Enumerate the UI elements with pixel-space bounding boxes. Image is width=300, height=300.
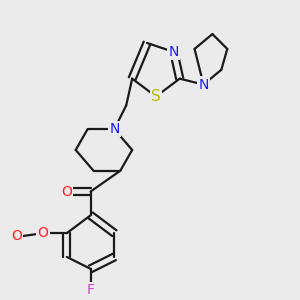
Text: N: N bbox=[169, 45, 179, 59]
Text: O: O bbox=[61, 184, 72, 199]
Text: N: N bbox=[109, 122, 119, 136]
Text: O: O bbox=[38, 226, 48, 240]
Text: S: S bbox=[151, 89, 161, 104]
Text: F: F bbox=[87, 283, 94, 297]
Text: N: N bbox=[198, 78, 209, 92]
Text: O: O bbox=[11, 229, 22, 243]
